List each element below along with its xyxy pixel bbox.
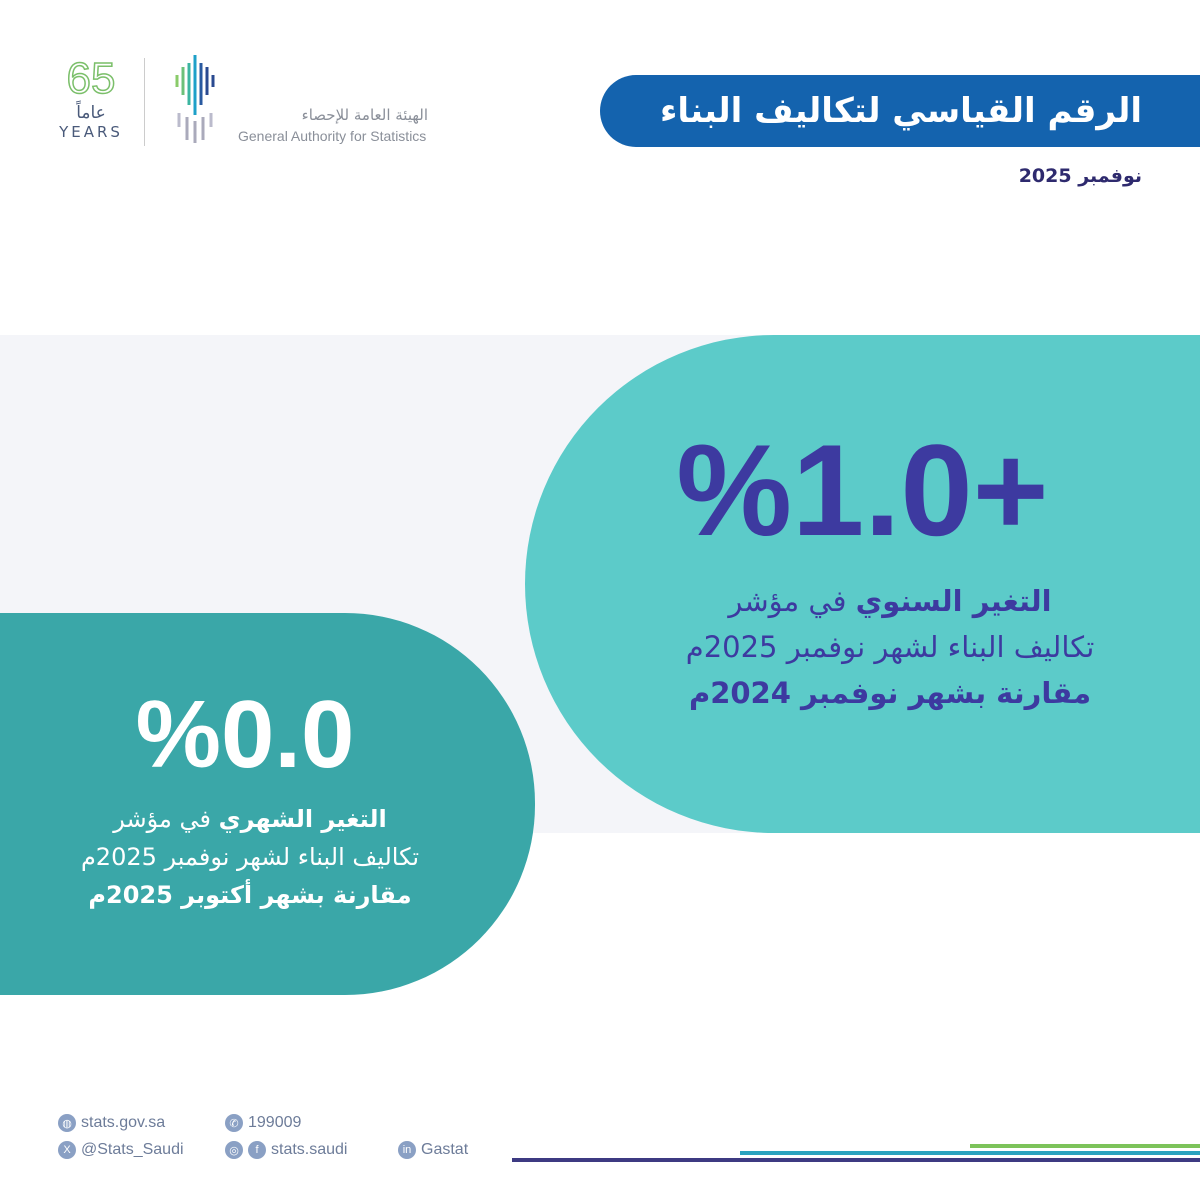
years-en: YEARS — [59, 123, 123, 141]
years-ar: عاماً — [76, 103, 106, 123]
x-icon: X — [58, 1141, 76, 1159]
instagram-icon: ◎ — [225, 1141, 243, 1159]
annual-line1: في مؤشر — [728, 584, 856, 618]
footer-x[interactable]: X @Stats_Saudi — [58, 1141, 184, 1159]
decor-line-teal — [740, 1151, 1200, 1155]
globe-icon: ◍ — [58, 1114, 76, 1132]
monthly-label: التغير الشهري — [218, 805, 387, 833]
decor-line-navy — [512, 1158, 1200, 1162]
x-handle: @Stats_Saudi — [81, 1141, 184, 1158]
annual-line2: تكاليف البناء لشهر نوفمبر 2025م — [685, 630, 1095, 664]
years-number: 65 — [66, 54, 116, 104]
annual-line3: مقارنة بشهر نوفمبر 2024م — [688, 676, 1092, 710]
annual-change-value: %1.0+ — [676, 417, 1049, 563]
phone-icon: ✆ — [225, 1114, 243, 1132]
footer-linkedin[interactable]: in Gastat — [398, 1141, 468, 1159]
report-date: نوفمبر 2025 — [1018, 165, 1142, 187]
footer-website[interactable]: ◍ stats.gov.sa — [58, 1114, 165, 1132]
monthly-line2: تكاليف البناء لشهر نوفمبر 2025م — [80, 843, 420, 871]
website-text: stats.gov.sa — [81, 1114, 166, 1131]
monthly-line1: في مؤشر — [113, 805, 219, 833]
page-title: الرقم القياسي لتكاليف البناء — [600, 75, 1200, 147]
monthly-change-description: التغير الشهري في مؤشر تكاليف البناء لشهر… — [20, 800, 480, 914]
org-name-en: General Authority for Statistics — [238, 128, 427, 144]
social-handle: stats.saudi — [271, 1141, 348, 1158]
facebook-icon: f — [248, 1141, 266, 1159]
logo-divider — [144, 58, 145, 146]
monthly-change-card — [0, 613, 535, 995]
footer-phone[interactable]: ✆ 199009 — [225, 1114, 301, 1132]
annual-change-card — [525, 335, 1200, 833]
monthly-line3: مقارنة بشهر أكتوبر 2025م — [88, 881, 412, 909]
phone-text: 199009 — [248, 1114, 302, 1131]
linkedin-handle: Gastat — [421, 1141, 469, 1158]
decor-line-green — [970, 1144, 1200, 1148]
org-name-ar: الهيئة العامة للإحصاء — [301, 106, 428, 124]
gastat-logo-icon — [175, 55, 215, 143]
footer-social[interactable]: ◎ f stats.saudi — [225, 1141, 347, 1159]
logo-65-years: 65 عاماً YEARS — [55, 54, 127, 141]
monthly-change-value: %0.0 — [135, 681, 355, 788]
annual-change-description: التغير السنوي في مؤشر تكاليف البناء لشهر… — [600, 578, 1180, 716]
annual-label: التغير السنوي — [855, 584, 1052, 618]
linkedin-icon: in — [398, 1141, 416, 1159]
